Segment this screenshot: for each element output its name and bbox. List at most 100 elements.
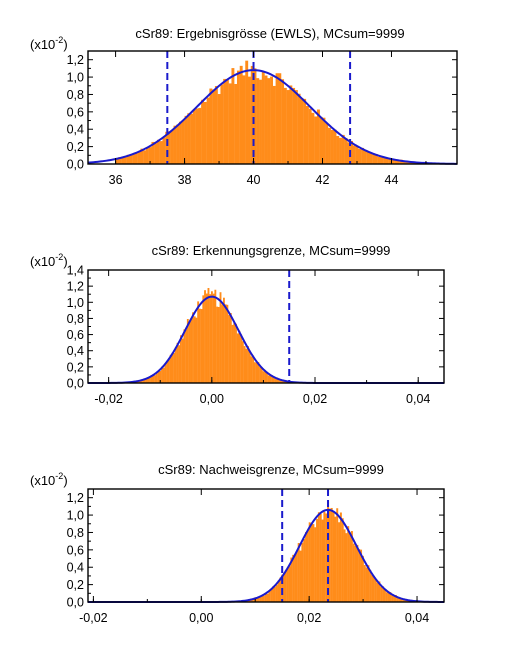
histogram-bar bbox=[289, 85, 292, 164]
histogram-bar bbox=[353, 544, 355, 602]
histogram-bar bbox=[298, 543, 300, 602]
histogram-bar bbox=[306, 106, 309, 164]
histogram-bar bbox=[298, 94, 301, 164]
histogram-bar bbox=[266, 373, 268, 383]
histogram-bar bbox=[160, 141, 163, 164]
histogram-bar bbox=[154, 143, 157, 164]
histogram-bar bbox=[212, 89, 215, 164]
histogram-bar bbox=[364, 151, 367, 164]
histogram-bar bbox=[254, 68, 257, 164]
histogram-bar bbox=[192, 312, 194, 383]
histogram-bar bbox=[274, 587, 276, 602]
histogram-bar bbox=[237, 71, 240, 164]
histogram-bar bbox=[247, 346, 249, 383]
histogram-bar bbox=[201, 309, 203, 383]
histogram-bar bbox=[178, 345, 180, 383]
histogram-bar bbox=[342, 518, 344, 602]
y-tick-label: 0,0 bbox=[67, 596, 84, 610]
histogram-bar bbox=[162, 138, 165, 164]
histogram-bar bbox=[225, 304, 227, 383]
histogram-bar bbox=[340, 512, 342, 602]
histogram-bar bbox=[312, 524, 314, 602]
histogram-bar bbox=[176, 125, 179, 165]
histogram-bar bbox=[267, 78, 270, 164]
histogram-bar bbox=[248, 77, 251, 164]
histogram-bar bbox=[371, 575, 373, 602]
y-tick-label: 0,6 bbox=[67, 105, 84, 119]
histogram-bar bbox=[233, 323, 235, 383]
histogram-bar bbox=[197, 301, 199, 383]
y-tick-label: 1,4 bbox=[67, 264, 84, 278]
y-exponent-label: (x10-2) bbox=[30, 471, 68, 488]
histogram-bar bbox=[342, 135, 345, 164]
histogram-bar bbox=[204, 290, 206, 383]
histogram-bar bbox=[320, 117, 323, 164]
histogram-bar bbox=[265, 76, 268, 164]
histogram-bar bbox=[226, 79, 229, 164]
x-tick-label: 0,04 bbox=[406, 392, 430, 406]
histogram-bar bbox=[240, 334, 242, 383]
histogram-bar bbox=[303, 539, 305, 602]
histogram-bar bbox=[209, 294, 211, 383]
x-tick-label: 0,02 bbox=[303, 392, 327, 406]
panel-erkennungsgrenze: cSr89: Erkennungsgrenze, MCsum=9999 (x10… bbox=[30, 243, 444, 406]
histogram-bar bbox=[194, 316, 196, 383]
histogram-bar bbox=[300, 98, 303, 164]
histogram-bar bbox=[177, 343, 179, 383]
y-tick-label: 0,6 bbox=[67, 543, 84, 557]
histogram-bar bbox=[373, 576, 375, 602]
histogram-bar bbox=[367, 152, 370, 164]
y-tick-label: 0,8 bbox=[67, 312, 84, 326]
histogram-bar bbox=[231, 68, 234, 164]
normal-fit-curve bbox=[88, 510, 444, 602]
histogram-bar bbox=[336, 508, 338, 602]
histogram-bar bbox=[328, 128, 331, 164]
histogram-bar bbox=[264, 372, 266, 383]
y-exponent-power: -2 bbox=[55, 471, 63, 481]
histogram-bar bbox=[180, 335, 182, 383]
histogram-bar bbox=[206, 294, 208, 383]
histogram-bar bbox=[309, 522, 311, 602]
histogram-bar bbox=[349, 532, 351, 602]
histogram-bar bbox=[240, 66, 243, 164]
y-tick-label: 1,2 bbox=[67, 491, 84, 505]
histogram-bar bbox=[201, 100, 204, 164]
histogram-bar bbox=[383, 158, 386, 164]
histogram-bar bbox=[262, 72, 265, 164]
histogram-bar bbox=[185, 116, 188, 164]
histogram-bar bbox=[284, 88, 287, 164]
histogram-bar bbox=[154, 375, 156, 383]
histogram-bar bbox=[378, 157, 381, 164]
y-exponent-base: (x10 bbox=[30, 473, 55, 488]
histogram-bar bbox=[333, 511, 335, 602]
x-tick-label: 0,00 bbox=[189, 611, 213, 625]
histogram-bar bbox=[168, 131, 171, 164]
histogram-bar bbox=[256, 363, 258, 383]
panel-title: cSr89: Ergebnisgrösse (EWLS), MCsum=9999 bbox=[135, 26, 404, 41]
histogram-bar bbox=[322, 520, 324, 602]
y-tick-label: 1,0 bbox=[67, 296, 84, 310]
histogram-bar bbox=[238, 331, 240, 383]
panel-nachweisgrenze: cSr89: Nachweisgrenze, MCsum=9999 (x10-2… bbox=[30, 462, 444, 625]
histogram-bar bbox=[207, 98, 210, 164]
histogram-bar bbox=[202, 295, 204, 383]
histogram-bar bbox=[358, 149, 361, 164]
histogram-bar bbox=[175, 347, 177, 383]
y-exponent-power: -2 bbox=[55, 252, 63, 262]
histogram-bar bbox=[380, 587, 382, 602]
histogram-bar bbox=[187, 319, 189, 383]
histogram-bar bbox=[267, 594, 269, 602]
histogram-bar bbox=[263, 596, 265, 602]
histogram-bar bbox=[156, 373, 158, 383]
y-tick-label: 0,2 bbox=[67, 360, 84, 374]
histogram-bar bbox=[281, 79, 284, 164]
histogram-bar bbox=[294, 555, 296, 602]
histogram-bar bbox=[311, 523, 313, 602]
histogram-bar bbox=[325, 123, 328, 164]
y-exponent-power: -2 bbox=[55, 35, 63, 45]
plot-frame bbox=[88, 270, 444, 383]
y-tick-label: 1,0 bbox=[67, 509, 84, 523]
normal-fit-curve bbox=[88, 297, 444, 383]
histogram-bar bbox=[237, 333, 239, 383]
